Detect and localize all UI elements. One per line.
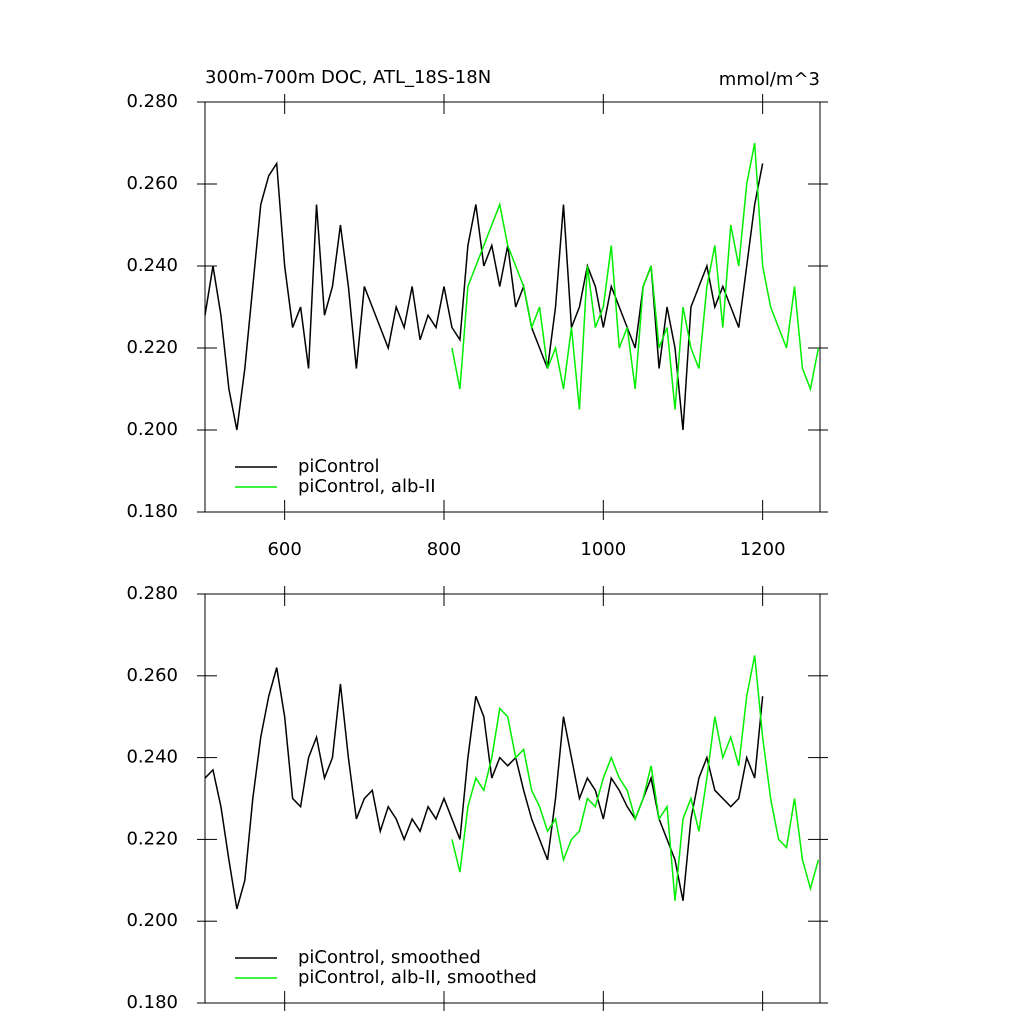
series-line xyxy=(451,655,820,901)
y-tick-label: 0.260 xyxy=(126,173,178,194)
x-tick-label: 1000 xyxy=(580,539,626,560)
y-tick-label: 0.200 xyxy=(126,910,178,931)
series-line xyxy=(204,161,764,431)
plot-frame xyxy=(204,101,821,513)
legend-label: piControl, alb-II xyxy=(298,476,436,497)
x-tick-label: 600 xyxy=(267,539,301,560)
units-label: mmol/m^3 xyxy=(719,69,820,90)
legend-label: piControl, smoothed xyxy=(298,947,481,968)
y-tick-label: 0.220 xyxy=(126,337,178,358)
y-tick-label: 0.240 xyxy=(126,255,178,276)
series-line xyxy=(451,142,820,410)
chart-title: 300m-700m DOC, ATL_18S-18N xyxy=(205,67,491,88)
y-tick-label: 0.200 xyxy=(126,419,178,440)
y-tick-label: 0.220 xyxy=(126,828,178,849)
x-tick-label: 800 xyxy=(427,539,461,560)
plot-frame xyxy=(204,593,821,1004)
y-tick-label: 0.180 xyxy=(126,501,178,522)
y-tick-label: 0.240 xyxy=(126,747,178,768)
y-tick-label: 0.280 xyxy=(126,583,178,604)
y-tick-label: 0.280 xyxy=(126,91,178,112)
legend-label: piControl, alb-II, smoothed xyxy=(298,967,537,988)
y-tick-label: 0.180 xyxy=(126,992,178,1013)
legend-label: piControl xyxy=(298,456,380,477)
x-tick-label: 1200 xyxy=(740,539,786,560)
y-tick-label: 0.260 xyxy=(126,665,178,686)
